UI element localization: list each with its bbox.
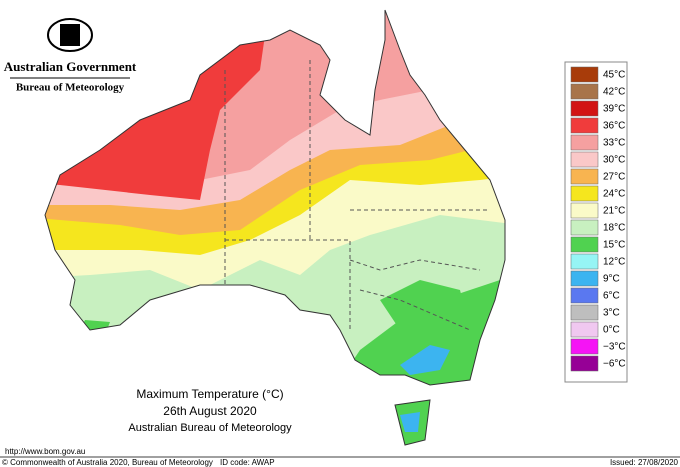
legend-label: 36°C <box>603 121 625 132</box>
state-borders <box>224 60 490 331</box>
map-date: 26th August 2020 <box>163 404 257 418</box>
legend-swatch <box>570 304 599 321</box>
legend-label: −3°C <box>603 342 626 353</box>
legend-label: 30°C <box>603 155 625 166</box>
legend-swatch <box>570 151 599 168</box>
legend-label: 12°C <box>603 257 625 268</box>
legend-swatch <box>570 168 599 185</box>
legend-swatch <box>570 236 599 253</box>
legend-label: 24°C <box>603 189 625 200</box>
legend-swatch <box>570 219 599 236</box>
legend: 45°C 42°C 39°C 36°C 33°C 30°C 27°C 24°C 21°C 18°C… <box>570 66 626 372</box>
government-name: Australian Government <box>4 59 137 74</box>
legend-swatch <box>570 253 599 270</box>
legend-label: 15°C <box>603 240 625 251</box>
legend-label: 18°C <box>603 223 625 234</box>
legend-label: 6°C <box>603 291 620 302</box>
legend-swatch <box>570 83 599 100</box>
footer-id: ID code: AWAP <box>220 458 275 467</box>
coastline <box>44 9 506 386</box>
legend-swatch <box>570 117 599 134</box>
legend-label: 9°C <box>603 274 620 285</box>
footer-issued: Issued: 27/08/2020 <box>610 458 679 467</box>
map-source: Australian Bureau of Meteorology <box>128 422 292 434</box>
legend-swatch <box>570 185 599 202</box>
legend-swatch <box>570 100 599 117</box>
legend-swatch <box>570 287 599 304</box>
legend-swatch <box>570 134 599 151</box>
legend-swatch <box>570 270 599 287</box>
logo: Australian Government Bureau of Meteorol… <box>4 18 137 94</box>
legend-label: −6°C <box>603 359 626 370</box>
legend-label: 27°C <box>603 172 625 183</box>
legend-label: 21°C <box>603 206 625 217</box>
legend-label: 42°C <box>603 87 625 98</box>
legend-swatch <box>570 321 599 338</box>
legend-swatch <box>570 66 599 83</box>
legend-label: 33°C <box>603 138 625 149</box>
legend-label: 39°C <box>603 104 625 115</box>
legend-label: 0°C <box>603 325 620 336</box>
footer-url: http://www.bom.gov.au <box>5 447 85 456</box>
tasmania-cold <box>400 412 420 432</box>
footer-copyright: © Commonwealth of Australia 2020, Bureau… <box>2 458 213 467</box>
legend-label: 45°C <box>603 70 625 81</box>
bureau-name: Bureau of Meteorology <box>16 82 125 94</box>
map-title: Maximum Temperature (°C) <box>136 387 283 401</box>
legend-swatch <box>570 202 599 219</box>
legend-swatch <box>570 338 599 355</box>
legend-label: 3°C <box>603 308 620 319</box>
legend-swatch <box>570 355 599 372</box>
